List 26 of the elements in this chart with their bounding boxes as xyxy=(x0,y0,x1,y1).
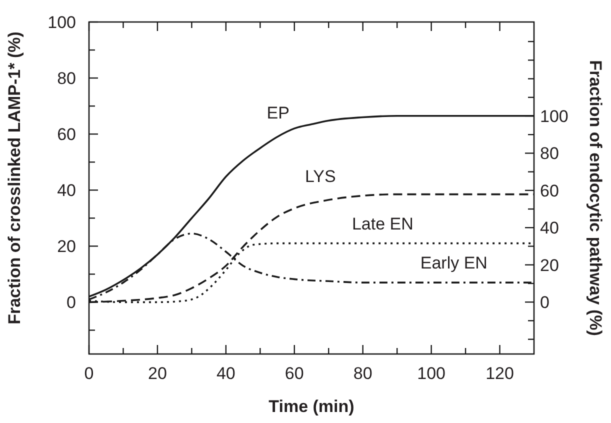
x-tick-label: 20 xyxy=(148,364,167,383)
y-tick-label: 100 xyxy=(48,13,76,32)
series-label: EP xyxy=(266,103,290,122)
y2-tick-label: 80 xyxy=(540,144,559,164)
series-label: LYS xyxy=(304,166,336,186)
x-tick-label: 40 xyxy=(216,364,236,383)
y2-tick-label: 60 xyxy=(540,181,559,200)
x-tick-label: 100 xyxy=(417,364,446,383)
x-axis-title: Time (min) xyxy=(268,397,354,416)
x-tick-label: 0 xyxy=(84,364,94,383)
y2-tick-label: 40 xyxy=(540,218,559,238)
y-tick-label: 80 xyxy=(57,69,76,88)
y2-tick-label: 0 xyxy=(540,293,550,312)
series-label: Early EN xyxy=(420,254,488,273)
y2-axis-title: Fraction of endocytic pathway (%) xyxy=(586,60,605,336)
y-tick-label: 0 xyxy=(66,293,76,312)
x-tick-label: 60 xyxy=(284,364,304,383)
x-tick-label: 120 xyxy=(486,364,514,383)
x-tick-label: 80 xyxy=(353,364,372,383)
y-tick-label: 40 xyxy=(57,181,76,200)
y-tick-label: 60 xyxy=(57,125,76,144)
y2-tick-label: 100 xyxy=(540,106,568,126)
series-label: Late EN xyxy=(352,214,414,234)
y2-tick-label: 20 xyxy=(540,256,559,275)
y-axis-title: Fraction of crosslinked LAMP-1* (%) xyxy=(5,32,24,324)
y-tick-label: 20 xyxy=(57,237,76,256)
